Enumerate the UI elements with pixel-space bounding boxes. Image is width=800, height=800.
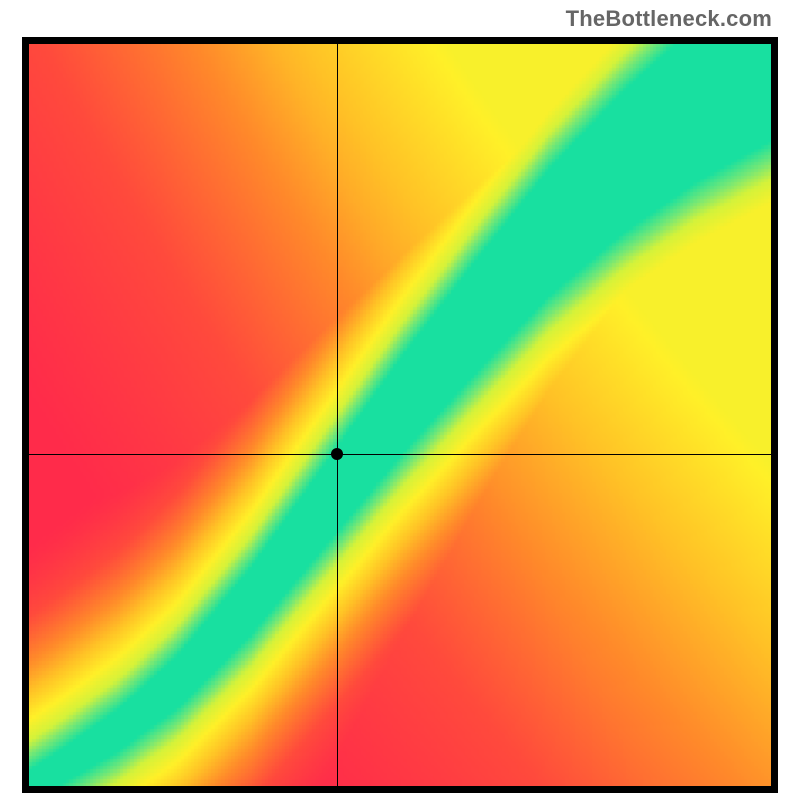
crosshair-horizontal — [29, 454, 771, 455]
chart-container: TheBottleneck.com — [0, 0, 800, 800]
plot-frame — [22, 37, 778, 793]
data-point-marker — [331, 448, 343, 460]
heatmap-canvas — [29, 44, 771, 786]
watermark-text: TheBottleneck.com — [566, 6, 772, 32]
plot-area — [29, 44, 771, 786]
crosshair-vertical — [337, 44, 338, 786]
